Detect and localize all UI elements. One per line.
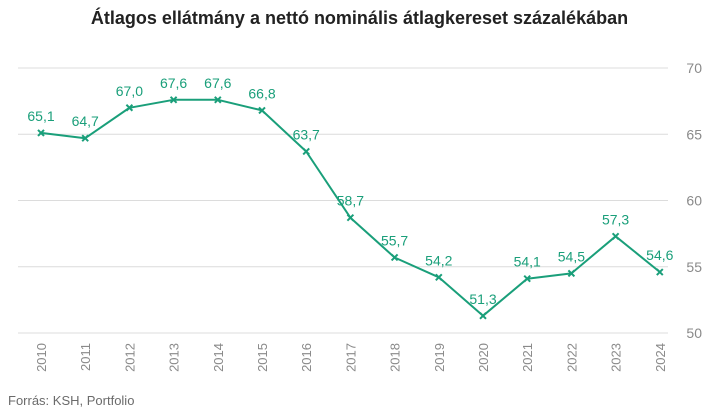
marker-stroke xyxy=(611,232,620,240)
x-tick-label: 2019 xyxy=(432,343,447,372)
data-label: 67,0 xyxy=(116,83,143,99)
y-tick-label: 50 xyxy=(686,325,702,341)
marker-stroke xyxy=(656,268,664,276)
x-axis: 2010 2011 2012 2013 2014 2015 2016 2017 2018 2019… xyxy=(34,343,668,372)
data-point-marker xyxy=(611,232,620,240)
chart-title: Átlagos ellátmány a nettó nominális átla… xyxy=(90,8,629,28)
data-label: 55,7 xyxy=(381,232,408,248)
data-markers xyxy=(37,96,664,320)
x-tick-label: 2021 xyxy=(520,343,535,372)
marker-stroke xyxy=(435,273,443,282)
x-tick-label: 2013 xyxy=(167,343,182,372)
source-note: Forrás: KSH, Portfolio xyxy=(8,393,135,408)
data-label: 67,6 xyxy=(160,75,187,91)
data-label: 51,3 xyxy=(469,291,496,307)
x-tick-label: 2018 xyxy=(388,343,403,372)
data-label: 64,7 xyxy=(72,113,99,129)
data-label: 66,8 xyxy=(248,85,275,101)
marker-stroke xyxy=(37,129,45,137)
marker-stroke xyxy=(390,253,399,262)
data-point-marker xyxy=(258,106,266,115)
x-tick-label: 2024 xyxy=(653,343,668,372)
data-point-marker xyxy=(214,96,222,104)
data-point-marker xyxy=(523,274,531,283)
data-label: 67,6 xyxy=(204,75,231,91)
data-point-marker xyxy=(567,269,576,278)
y-tick-label: 65 xyxy=(686,126,702,142)
data-point-marker xyxy=(346,214,355,222)
marker-stroke xyxy=(523,274,531,283)
data-point-marker xyxy=(125,104,134,112)
x-tick-label: 2020 xyxy=(476,343,491,372)
x-tick-label: 2016 xyxy=(299,343,314,372)
marker-stroke xyxy=(258,106,266,115)
gridlines xyxy=(18,67,668,334)
data-point-marker xyxy=(435,273,443,282)
x-tick-label: 2015 xyxy=(255,343,270,372)
x-tick-label: 2012 xyxy=(122,343,137,372)
data-point-marker xyxy=(390,253,399,262)
x-tick-label: 2010 xyxy=(34,343,49,372)
data-labels: 65,1 64,7 67,0 67,6 67,6 66,8 63,7 58,7 55,7 54,2… xyxy=(27,75,673,307)
marker-stroke xyxy=(81,134,89,142)
y-axis: 50 55 60 65 70 xyxy=(686,60,702,341)
data-label: 54,2 xyxy=(425,252,452,268)
marker-stroke xyxy=(302,147,310,156)
marker-stroke xyxy=(346,214,355,222)
data-label: 63,7 xyxy=(293,126,320,142)
data-point-marker xyxy=(302,147,310,156)
marker-stroke xyxy=(567,269,576,278)
data-point-marker xyxy=(656,268,664,276)
data-point-marker xyxy=(169,96,178,104)
x-tick-label: 2022 xyxy=(564,343,579,372)
y-tick-label: 60 xyxy=(686,193,702,209)
x-tick-label: 2011 xyxy=(78,343,93,371)
marker-stroke xyxy=(479,312,487,320)
x-tick-label: 2023 xyxy=(609,343,624,372)
marker-stroke xyxy=(169,96,178,104)
marker-stroke xyxy=(214,96,222,104)
data-label: 54,5 xyxy=(558,248,585,264)
data-point-marker xyxy=(81,134,89,142)
marker-stroke xyxy=(125,104,134,112)
data-label: 54,6 xyxy=(646,247,673,263)
data-point-marker xyxy=(479,312,487,320)
x-tick-label: 2014 xyxy=(211,343,226,372)
y-tick-label: 55 xyxy=(686,259,702,275)
data-label: 58,7 xyxy=(337,193,364,209)
data-point-marker xyxy=(37,129,45,137)
data-label: 65,1 xyxy=(27,108,54,124)
y-tick-label: 70 xyxy=(686,60,702,76)
data-label: 54,1 xyxy=(514,254,541,270)
data-label: 57,3 xyxy=(602,211,629,227)
x-tick-label: 2017 xyxy=(343,343,358,372)
